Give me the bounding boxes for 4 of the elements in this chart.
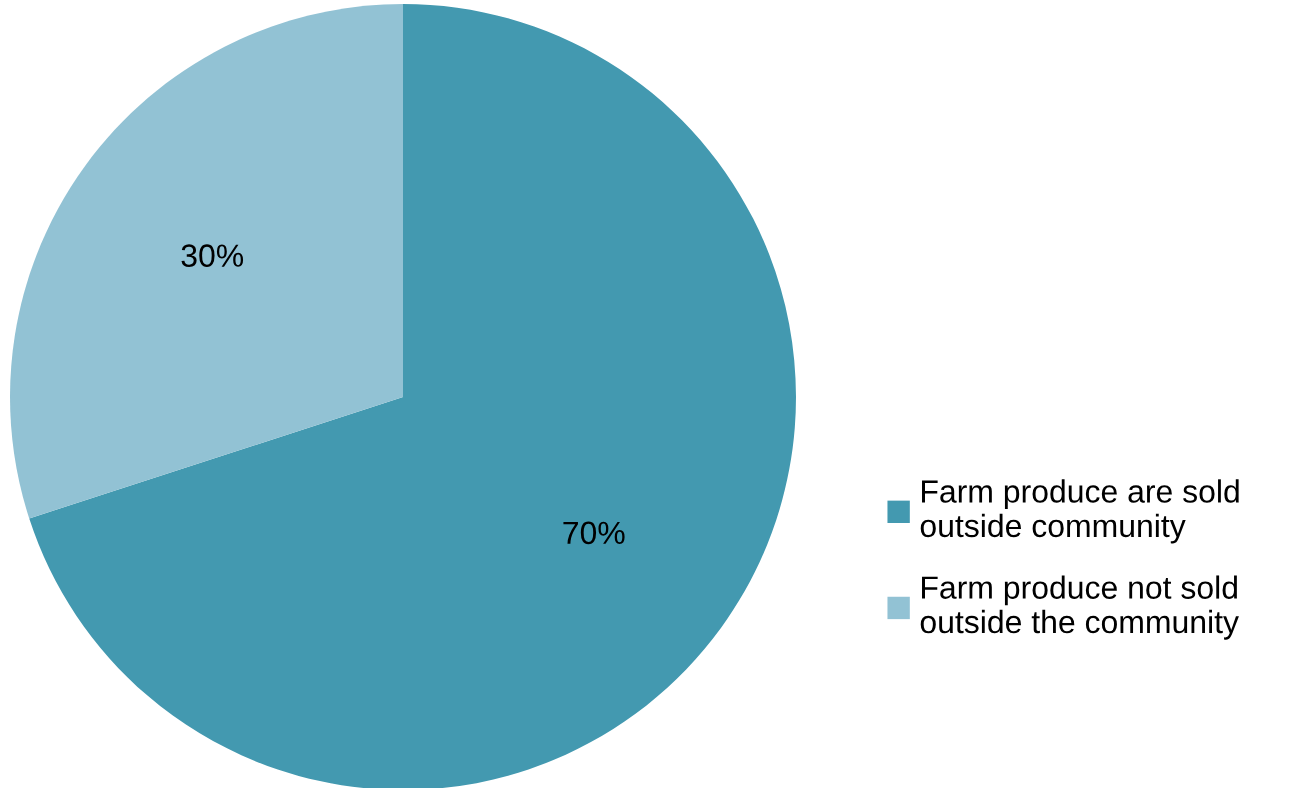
legend-label: Farm produce are sold outside community [920,479,1239,544]
legend-label: Farm produce not sold outside the community [920,575,1239,640]
data-label: 70% [563,521,625,545]
data-label: 30% [181,244,244,267]
